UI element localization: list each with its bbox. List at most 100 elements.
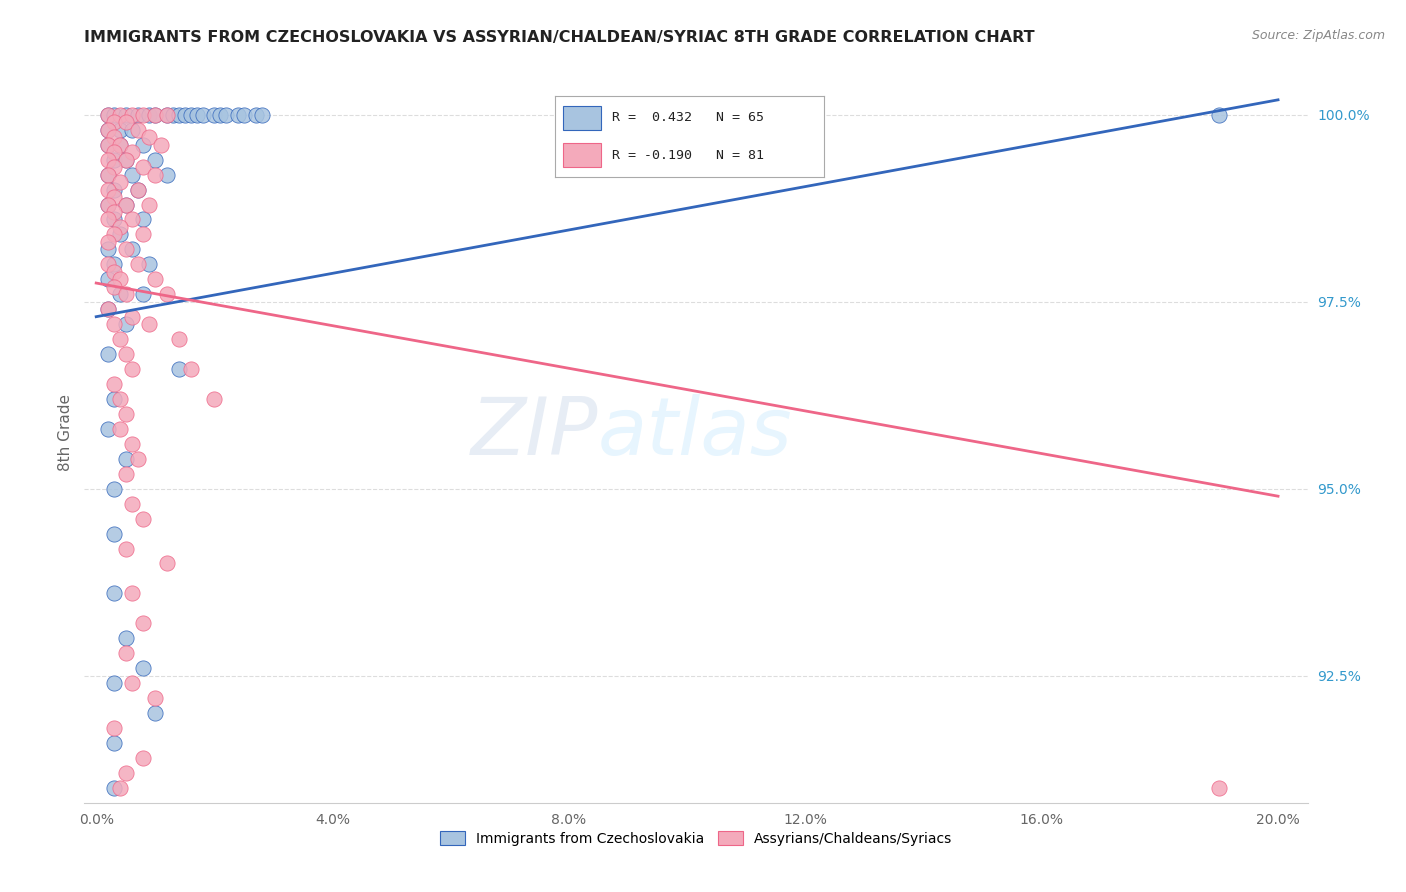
Point [138, 108, 160, 122]
Point [121, 212, 143, 227]
Text: Source: ZipAtlas.com: Source: ZipAtlas.com [1251, 29, 1385, 42]
Point [103, 145, 125, 160]
Point [156, 557, 179, 571]
Point [114, 197, 136, 211]
Point [121, 676, 143, 690]
Point [114, 451, 136, 466]
Point [173, 108, 195, 122]
Point [150, 137, 173, 152]
Point [114, 407, 136, 421]
Point [97, 347, 120, 361]
Point [121, 243, 143, 257]
Point [114, 347, 136, 361]
Point [143, 108, 166, 122]
Point [103, 586, 125, 600]
Point [114, 197, 136, 211]
Point [143, 272, 166, 286]
Point [121, 122, 143, 136]
Point [108, 137, 131, 152]
Point [103, 115, 125, 129]
Point [103, 212, 125, 227]
Point [132, 511, 155, 525]
Point [108, 287, 131, 301]
Point [97, 168, 120, 182]
Point [97, 272, 120, 286]
Point [127, 183, 149, 197]
Point [127, 451, 149, 466]
Point [143, 706, 166, 720]
Point [127, 122, 149, 136]
Point [97, 108, 120, 122]
Point [108, 332, 131, 346]
Text: IMMIGRANTS FROM CZECHOSLOVAKIA VS ASSYRIAN/CHALDEAN/SYRIAC 8TH GRADE CORRELATION: IMMIGRANTS FROM CZECHOSLOVAKIA VS ASSYRI… [84, 29, 1035, 45]
Point [114, 765, 136, 780]
Point [156, 108, 179, 122]
Point [1208, 780, 1230, 795]
Point [114, 153, 136, 167]
Point [114, 646, 136, 660]
Point [156, 108, 179, 122]
Point [245, 108, 267, 122]
Point [103, 130, 125, 145]
Point [103, 108, 125, 122]
Point [156, 168, 179, 182]
Point [250, 108, 273, 122]
Point [138, 257, 160, 271]
Point [132, 616, 155, 631]
Point [127, 257, 149, 271]
Point [103, 780, 125, 795]
Point [138, 317, 160, 331]
Point [114, 115, 136, 129]
Point [143, 691, 166, 706]
Point [114, 541, 136, 556]
Point [108, 175, 131, 189]
Point [97, 197, 120, 211]
Point [108, 108, 131, 122]
Point [103, 160, 125, 174]
Point [97, 108, 120, 122]
Point [127, 183, 149, 197]
Point [121, 310, 143, 324]
Point [121, 362, 143, 376]
Point [103, 377, 125, 392]
Point [97, 302, 120, 317]
Point [143, 153, 166, 167]
Point [103, 482, 125, 496]
Point [97, 137, 120, 152]
Point [156, 287, 179, 301]
Point [103, 227, 125, 242]
Point [97, 153, 120, 167]
Point [97, 235, 120, 249]
Point [97, 168, 120, 182]
Point [121, 108, 143, 122]
Point [97, 197, 120, 211]
Point [191, 108, 214, 122]
Point [108, 422, 131, 436]
Point [114, 108, 136, 122]
Point [97, 212, 120, 227]
Point [108, 272, 131, 286]
Point [108, 392, 131, 406]
Point [132, 661, 155, 675]
Point [103, 190, 125, 204]
Text: atlas: atlas [598, 393, 793, 472]
Point [103, 736, 125, 750]
Point [108, 219, 131, 234]
Point [108, 780, 131, 795]
Point [132, 287, 155, 301]
Point [121, 586, 143, 600]
Point [97, 122, 120, 136]
Point [97, 257, 120, 271]
Point [143, 108, 166, 122]
Legend: Immigrants from Czechoslovakia, Assyrians/Chaldeans/Syriacs: Immigrants from Czechoslovakia, Assyrian… [434, 825, 957, 851]
Point [138, 197, 160, 211]
Point [114, 153, 136, 167]
Point [103, 153, 125, 167]
Point [180, 108, 202, 122]
Point [103, 257, 125, 271]
Point [103, 721, 125, 735]
Text: ZIP: ZIP [471, 393, 598, 472]
Point [103, 205, 125, 219]
Point [167, 108, 190, 122]
Point [114, 287, 136, 301]
